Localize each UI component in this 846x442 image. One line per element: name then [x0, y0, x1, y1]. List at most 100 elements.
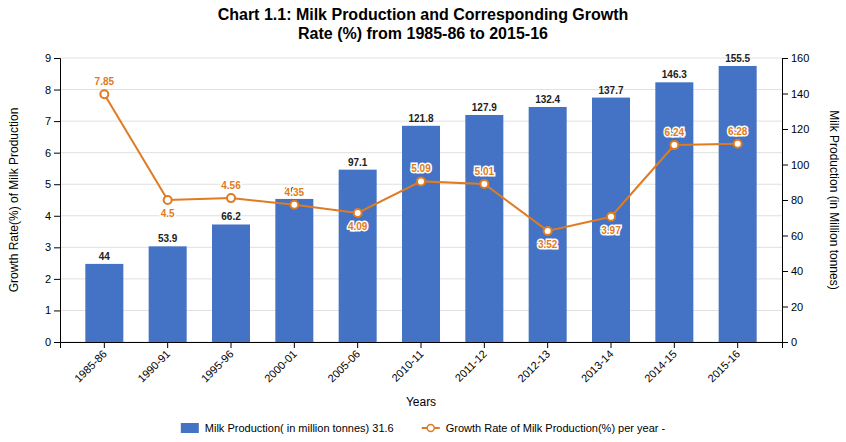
bar-label: 137.7 [598, 85, 623, 96]
tick-label: 160 [791, 52, 809, 64]
marker [290, 201, 298, 209]
legend-label: Growth Rate of Milk Production(%) per ye… [446, 422, 666, 434]
tick-mark [782, 94, 788, 95]
tick-label: 8 [45, 84, 51, 96]
line-label: 4.09 [348, 221, 368, 232]
y-axis: 0123456789 [45, 52, 61, 348]
tick: 160 [782, 52, 809, 64]
bar [655, 82, 693, 342]
tick-label: 2011-12 [453, 348, 489, 384]
tick-label: 5 [45, 178, 51, 190]
bar-label: 80.6 [285, 186, 305, 197]
tick: 80 [782, 194, 803, 206]
line-label: 6.28 [728, 126, 748, 137]
tick-label: 2015-16 [705, 348, 742, 385]
tick: 5 [45, 178, 60, 190]
tick: 2012-13 [515, 342, 552, 385]
tick: 2014-15 [642, 342, 679, 385]
line-label: 3.52 [538, 239, 558, 250]
legend: Milk Production( in million tonnes) 31.6… [181, 422, 666, 434]
tick-label: 2005-06 [325, 348, 362, 385]
tick-mark [674, 342, 675, 348]
tick-label: 2000-01 [262, 348, 299, 385]
tick-mark [611, 342, 612, 348]
tick: 1985-86 [72, 342, 109, 385]
tick-label: 7 [45, 115, 51, 127]
tick-mark [231, 342, 232, 348]
bar [465, 115, 503, 342]
tick: 2000-01 [262, 342, 299, 385]
marker [417, 177, 425, 185]
line-label: 5.01 [475, 166, 495, 177]
marker [734, 140, 742, 148]
tick-label: 2010-11 [389, 348, 425, 384]
line-label: 4.56 [221, 180, 241, 191]
tick-label: 1995-96 [199, 348, 236, 385]
marker [544, 227, 552, 235]
tick-mark [547, 342, 548, 348]
y2-axis-title: Milk Production (in Million tonnes) [827, 110, 841, 289]
legend-marker [427, 425, 434, 432]
bar [149, 246, 187, 342]
tick: 60 [782, 230, 803, 242]
tick-mark [294, 342, 295, 348]
tick: 40 [782, 265, 803, 277]
bar-label: 127.9 [472, 102, 497, 113]
tick-mark [357, 342, 358, 348]
line [104, 94, 737, 231]
tick-label: 140 [791, 88, 809, 100]
marker [607, 213, 615, 221]
tick-mark [54, 58, 60, 59]
tick-mark [54, 90, 60, 91]
tick-label: 4 [45, 210, 51, 222]
tick-mark [782, 342, 788, 343]
chart: 4453.966.280.697.1121.8127.9132.4137.714… [0, 0, 846, 442]
tick-mark [782, 58, 788, 59]
tick-label: 80 [791, 194, 803, 206]
tick-mark [484, 342, 485, 348]
tick-mark [782, 271, 788, 272]
marker [227, 194, 235, 202]
grid [60, 58, 782, 342]
tick-label: 1 [45, 304, 51, 316]
tick-label: 3 [45, 241, 51, 253]
marker [670, 141, 678, 149]
bar-label: 121.8 [408, 113, 433, 124]
line-label: 6.24 [665, 127, 685, 138]
title: Chart 1.1: Milk Production and Correspon… [218, 6, 629, 42]
bar [719, 66, 757, 342]
tick-mark [782, 307, 788, 308]
tick-label: 40 [791, 265, 803, 277]
tick-mark [167, 342, 168, 348]
legend-label: Milk Production( in million tonnes) 31.6 [205, 422, 394, 434]
tick: 120 [782, 123, 809, 135]
tick-label: 60 [791, 230, 803, 242]
tick: 1990-91 [135, 342, 172, 385]
tick-label: 2014-15 [642, 348, 679, 385]
tick-mark [782, 129, 788, 130]
bar-label: 44 [99, 251, 111, 262]
tick-mark [782, 236, 788, 237]
bar-label: 155.5 [725, 53, 750, 64]
x-axis-title: Years [406, 395, 436, 409]
tick-label: 0 [791, 336, 797, 348]
axis-line [61, 343, 783, 349]
tick-mark [54, 342, 60, 343]
tick-mark [54, 121, 60, 122]
tick-mark [54, 310, 60, 311]
line-label: 7.85 [95, 76, 115, 87]
marker [354, 209, 362, 217]
tick-label: 0 [45, 336, 51, 348]
tick: 0 [45, 336, 60, 348]
tick: 4 [45, 210, 60, 222]
tick-label: 20 [791, 301, 803, 313]
tick-mark [421, 342, 422, 348]
tick-mark [782, 165, 788, 166]
marks [85, 66, 756, 342]
tick: 140 [782, 88, 809, 100]
tick-label: 100 [791, 159, 809, 171]
grid-line [60, 58, 782, 59]
plot: 4453.966.280.697.1121.8127.9132.4137.714… [45, 52, 809, 385]
marker [100, 90, 108, 98]
tick-label: 2013-14 [579, 348, 616, 385]
